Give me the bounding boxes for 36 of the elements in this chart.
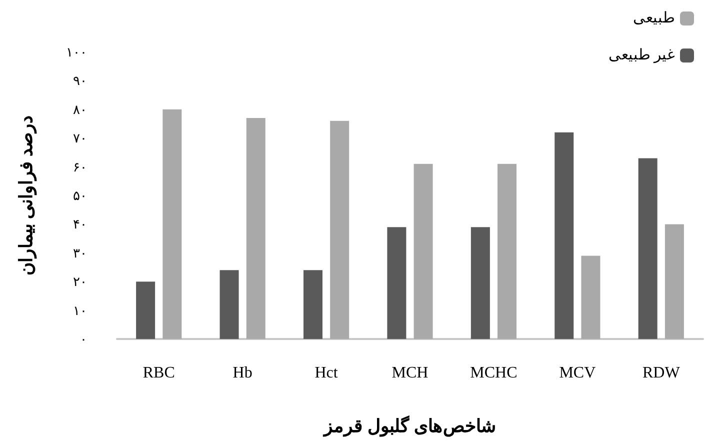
x-tick-label: MCHC [470, 364, 518, 382]
bar [162, 109, 182, 339]
y-tick-label: ۱۰ [73, 302, 87, 318]
bar [664, 224, 684, 339]
bar [387, 227, 406, 339]
x-tick-label: MCV [559, 364, 596, 382]
x-tick-label: RBC [142, 364, 175, 382]
bar [246, 118, 266, 339]
y-tick-label: ۹۰ [73, 73, 87, 88]
bar [498, 164, 517, 339]
y-tick-label: ۲۰ [73, 274, 87, 290]
y-axis-title: درصد فراوانی بیماران [16, 116, 37, 276]
bar [554, 132, 574, 339]
y-tick-label: ۳۰ [73, 245, 87, 260]
x-tick-label: MCH [392, 364, 429, 382]
bar [220, 270, 239, 339]
x-axis-title: شاخص‌های گلبول قرمز [322, 415, 496, 437]
y-tick-label: ۴۰ [73, 216, 87, 232]
bar [136, 282, 156, 339]
bar [303, 270, 322, 339]
y-tick-label: ۶۰ [73, 159, 87, 174]
bar [581, 256, 600, 339]
y-tick-label: ۵۰ [73, 188, 87, 203]
bar [638, 158, 658, 339]
x-tick-label: RDW [642, 364, 681, 382]
y-tick-label: ۷۰ [73, 130, 87, 146]
y-tick-label: ۸۰ [73, 102, 87, 117]
x-tick-label: Hb [232, 364, 252, 382]
bar [470, 227, 490, 339]
bar [414, 164, 433, 339]
x-tick-label: Hct [314, 364, 338, 382]
bar [330, 120, 350, 339]
legend-label: طبیعی [633, 10, 675, 26]
legend-label: غیر طبیعی [608, 48, 675, 64]
y-tick-label: ۱۰۰ [66, 44, 87, 60]
y-tick-label: ۰ [80, 332, 87, 346]
